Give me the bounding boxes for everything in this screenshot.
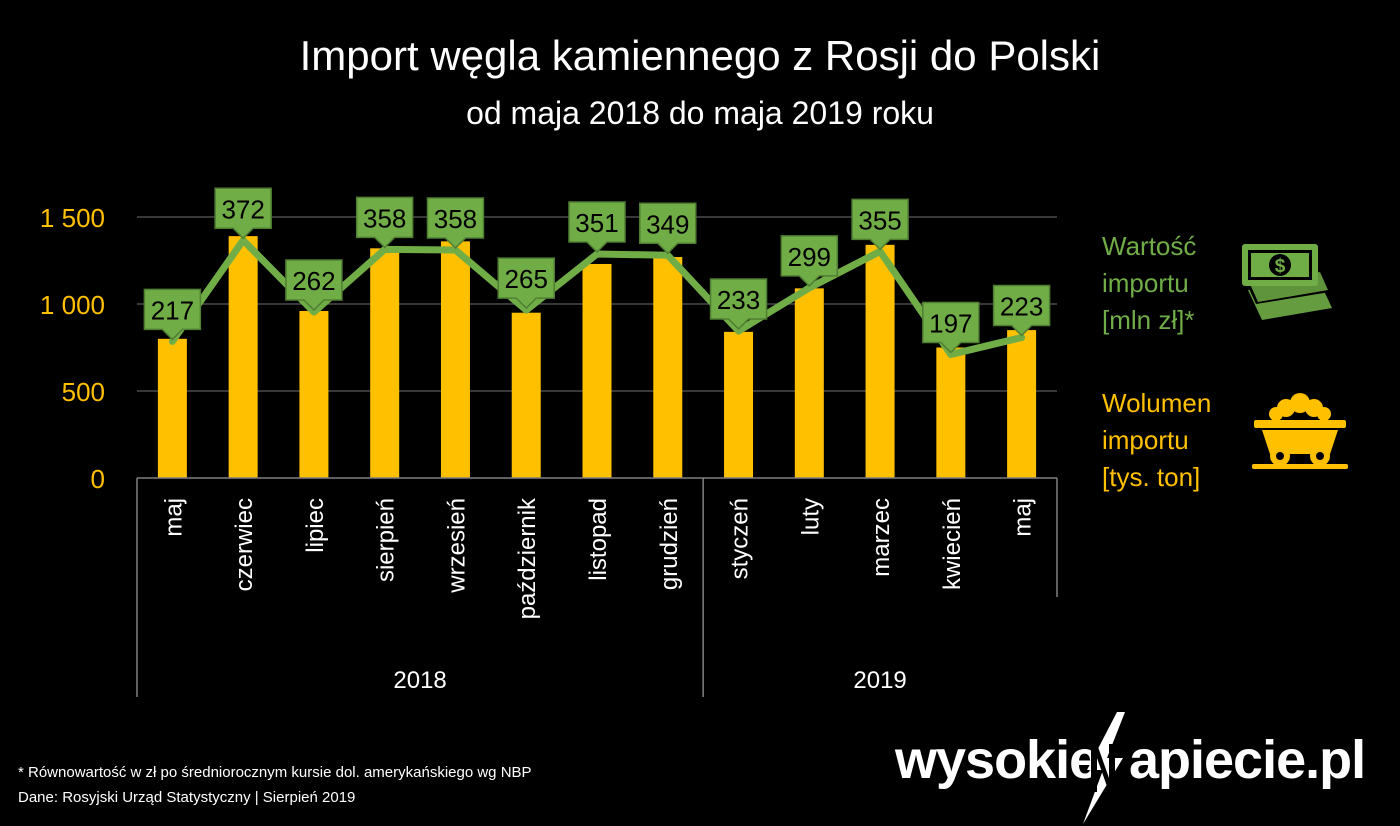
bar [936,347,966,478]
brand-text-left: wysokie [895,730,1099,790]
legend-value-label: Wartość importu [mln zł]* [1102,228,1196,339]
money-icon: $ [1242,244,1332,320]
brand-text-right: apiecie.pl [1129,730,1366,790]
legend-volume-line: Wolumen [1102,388,1212,418]
y-tick-label: 0 [91,464,105,494]
bar [582,263,612,478]
data-label: 358 [434,204,477,234]
bar [299,310,329,478]
x-tick-label: grudzień [656,498,683,590]
data-label-callout [285,259,343,312]
x-tick-label: maj [160,498,187,537]
year-group-label: 2019 [853,667,906,694]
data-label-callout [992,284,1051,337]
data-label: 372 [221,194,264,224]
data-label: 299 [788,242,831,272]
x-tick-label: luty [797,498,824,535]
bar [511,312,541,478]
data-label-callout [780,235,839,287]
lightning-n-logo-icon [1083,712,1125,824]
data-label-callout [355,196,414,249]
brand-logo: wysokie apiecie.pl [895,706,1375,826]
x-tick-label: listopad [585,498,612,581]
data-label-callout [143,288,202,341]
bar [653,257,683,478]
data-label: 223 [1000,291,1043,321]
legend-value-line: [mln zł]* [1102,305,1195,335]
bar [370,248,400,478]
data-label-callout [639,202,697,255]
chart-subtitle: od maja 2018 do maja 2019 roku [466,95,934,131]
data-label-callout [709,278,768,331]
bar [724,331,754,478]
bar [794,288,824,478]
data-label-callout [922,301,980,354]
data-label: 262 [292,266,335,296]
x-tick-label: marzec [868,498,895,577]
y-tick-label: 500 [62,377,105,407]
bar [157,338,187,478]
legend-volume-label: Wolumen importu [tys. ton] [1102,385,1211,496]
x-tick-label: sierpień [373,498,400,582]
x-tick-label: maj [1010,498,1037,537]
data-label: 197 [929,308,972,338]
y-tick-label: 1 500 [40,203,105,233]
x-tick-label: kwiecień [939,498,966,590]
year-group-label: 2018 [393,667,446,694]
value-line [168,236,1026,358]
bar [228,236,258,478]
data-label: 233 [717,285,760,315]
bar [865,244,895,478]
footnote: * Równowartość w zł po średniorocznym ku… [18,764,532,781]
chart-title: Import węgla kamiennego z Rosji do Polsk… [299,32,1101,79]
data-label: 217 [151,295,194,325]
x-tick-label: lipiec [302,498,329,553]
bar [440,241,470,478]
data-label-callout [426,197,485,250]
x-tick-label: czerwiec [231,498,258,591]
source-line: Dane: Rosyjski Urząd Statystyczny | Sier… [18,789,356,806]
data-label: 358 [363,203,406,233]
bar [1007,330,1037,478]
data-label-callout [497,257,555,310]
data-label-callout [214,187,272,240]
x-tick-label: wrzesień [443,498,470,594]
coal-cart-icon [1252,393,1348,469]
data-label: 351 [575,208,618,238]
legend-volume-line: importu [1102,425,1189,455]
y-tick-label: 1 000 [40,290,105,320]
legend-value-line: Wartość [1102,231,1197,261]
legend-value-line: importu [1102,268,1189,298]
data-label: 355 [858,205,901,235]
data-label-callout [851,198,909,251]
svg-text:$: $ [1275,256,1286,277]
x-tick-label: październik [514,497,541,619]
data-label: 265 [505,264,548,294]
legend-volume-line: [tys. ton] [1102,462,1201,492]
data-label-callout [568,201,626,254]
data-label: 349 [646,209,689,239]
x-tick-label: styczeń [727,498,754,579]
